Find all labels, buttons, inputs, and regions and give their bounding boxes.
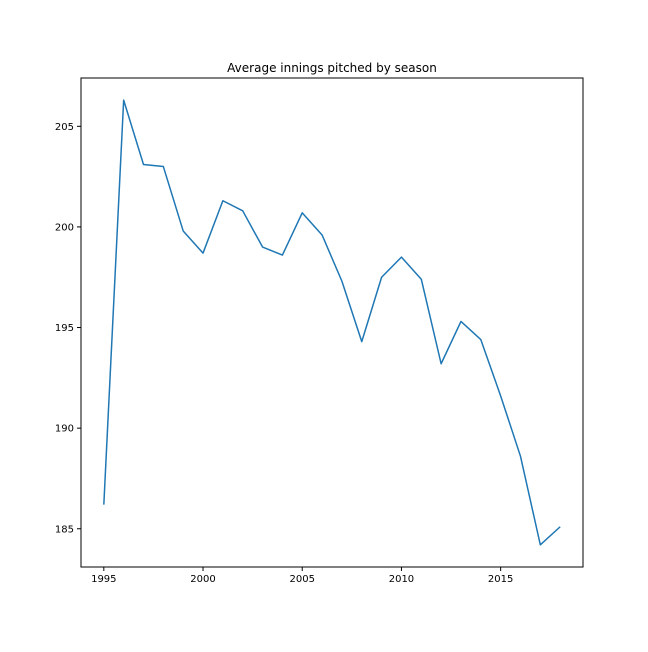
y-axis: 185 190 195 200 205 [55, 122, 81, 535]
y-tick-label: 200 [55, 222, 74, 233]
x-tick-label: 2000 [190, 574, 215, 585]
axes-frame [80, 77, 584, 568]
series-line [103, 99, 561, 546]
y-tick-label: 190 [55, 424, 74, 435]
y-tick-label: 205 [55, 122, 74, 133]
x-axis: 1995 2000 2005 2010 2015 [91, 567, 513, 585]
x-tick-label: 1995 [91, 574, 116, 585]
y-tick-label: 195 [55, 323, 74, 334]
plot-area [103, 99, 561, 546]
x-tick-label: 2005 [290, 574, 315, 585]
y-tick-label: 185 [55, 524, 74, 535]
x-tick-label: 2010 [389, 574, 414, 585]
x-tick-label: 2015 [488, 574, 513, 585]
chart-title: Average innings pitched by season [227, 61, 437, 75]
